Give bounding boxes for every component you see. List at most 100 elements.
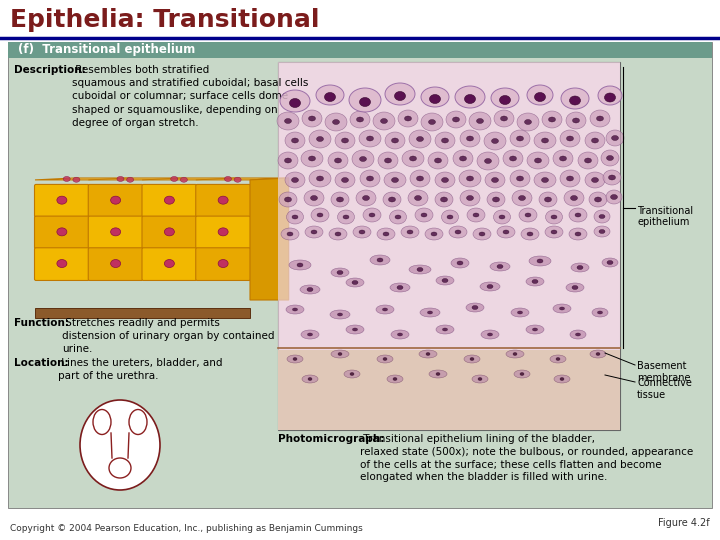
- Ellipse shape: [467, 195, 474, 200]
- Ellipse shape: [356, 190, 376, 206]
- Ellipse shape: [416, 176, 423, 181]
- Ellipse shape: [289, 98, 300, 107]
- Ellipse shape: [352, 280, 358, 285]
- Ellipse shape: [305, 226, 323, 238]
- Ellipse shape: [431, 232, 437, 236]
- Ellipse shape: [353, 328, 358, 331]
- Ellipse shape: [441, 178, 449, 183]
- Ellipse shape: [292, 308, 297, 311]
- Ellipse shape: [416, 137, 423, 141]
- Ellipse shape: [442, 279, 448, 282]
- Ellipse shape: [480, 282, 500, 291]
- Ellipse shape: [484, 132, 506, 150]
- Ellipse shape: [360, 170, 380, 187]
- Ellipse shape: [111, 260, 121, 267]
- Ellipse shape: [485, 172, 505, 188]
- Ellipse shape: [285, 132, 305, 149]
- Ellipse shape: [561, 88, 589, 109]
- Ellipse shape: [435, 132, 455, 149]
- Ellipse shape: [516, 176, 523, 181]
- Ellipse shape: [567, 176, 574, 181]
- Ellipse shape: [490, 262, 510, 271]
- Ellipse shape: [287, 355, 303, 363]
- Ellipse shape: [596, 353, 600, 355]
- Ellipse shape: [225, 177, 231, 181]
- Ellipse shape: [382, 308, 387, 311]
- Ellipse shape: [57, 260, 67, 267]
- Ellipse shape: [466, 303, 484, 312]
- Ellipse shape: [569, 228, 587, 240]
- Ellipse shape: [534, 92, 546, 102]
- Ellipse shape: [164, 260, 174, 267]
- Ellipse shape: [335, 132, 355, 149]
- Ellipse shape: [359, 130, 381, 147]
- Ellipse shape: [607, 260, 613, 265]
- FancyBboxPatch shape: [35, 185, 89, 217]
- Ellipse shape: [428, 311, 433, 314]
- Ellipse shape: [331, 268, 349, 277]
- Text: (f)  Transitional epithelium: (f) Transitional epithelium: [18, 43, 195, 56]
- Ellipse shape: [560, 377, 564, 381]
- Ellipse shape: [429, 370, 447, 378]
- Ellipse shape: [383, 232, 389, 236]
- Ellipse shape: [569, 208, 587, 222]
- Ellipse shape: [469, 112, 491, 130]
- Ellipse shape: [277, 112, 299, 130]
- Ellipse shape: [304, 190, 324, 206]
- Ellipse shape: [526, 325, 544, 334]
- Ellipse shape: [497, 265, 503, 268]
- Ellipse shape: [539, 192, 557, 207]
- Ellipse shape: [473, 228, 491, 240]
- Ellipse shape: [218, 228, 228, 236]
- Ellipse shape: [359, 230, 365, 234]
- Ellipse shape: [451, 258, 469, 268]
- Ellipse shape: [359, 157, 366, 161]
- Ellipse shape: [477, 152, 499, 170]
- Ellipse shape: [309, 170, 331, 187]
- Text: Connective
tissue: Connective tissue: [637, 378, 692, 400]
- Ellipse shape: [575, 232, 581, 236]
- Bar: [278, 350, 620, 430]
- Ellipse shape: [459, 170, 481, 187]
- Ellipse shape: [606, 156, 613, 160]
- Ellipse shape: [493, 210, 510, 224]
- Ellipse shape: [560, 170, 580, 187]
- Text: Transitional
epithelium: Transitional epithelium: [637, 206, 693, 227]
- Bar: [8, 42, 712, 58]
- Ellipse shape: [460, 190, 480, 206]
- Ellipse shape: [392, 138, 398, 143]
- Ellipse shape: [527, 152, 549, 169]
- Ellipse shape: [397, 333, 402, 336]
- Ellipse shape: [307, 287, 313, 292]
- Ellipse shape: [301, 330, 319, 339]
- Ellipse shape: [470, 357, 474, 361]
- Ellipse shape: [359, 98, 371, 106]
- Ellipse shape: [428, 152, 448, 169]
- Ellipse shape: [564, 190, 584, 206]
- Ellipse shape: [585, 172, 605, 188]
- Ellipse shape: [279, 192, 297, 207]
- FancyBboxPatch shape: [196, 248, 251, 280]
- Ellipse shape: [370, 255, 390, 265]
- Ellipse shape: [362, 195, 369, 200]
- Ellipse shape: [390, 283, 410, 292]
- Ellipse shape: [606, 190, 622, 204]
- Ellipse shape: [297, 263, 303, 267]
- Ellipse shape: [111, 228, 121, 236]
- Ellipse shape: [377, 228, 395, 240]
- Ellipse shape: [527, 232, 533, 236]
- Ellipse shape: [506, 350, 524, 358]
- Ellipse shape: [430, 94, 441, 104]
- Ellipse shape: [393, 377, 397, 381]
- Ellipse shape: [559, 156, 567, 161]
- Ellipse shape: [572, 118, 580, 123]
- Ellipse shape: [328, 152, 348, 169]
- Ellipse shape: [592, 138, 598, 143]
- Ellipse shape: [408, 190, 428, 206]
- Ellipse shape: [526, 277, 544, 286]
- Ellipse shape: [554, 375, 570, 383]
- Ellipse shape: [287, 232, 293, 236]
- Ellipse shape: [578, 152, 598, 169]
- Ellipse shape: [494, 110, 514, 127]
- Ellipse shape: [545, 226, 563, 238]
